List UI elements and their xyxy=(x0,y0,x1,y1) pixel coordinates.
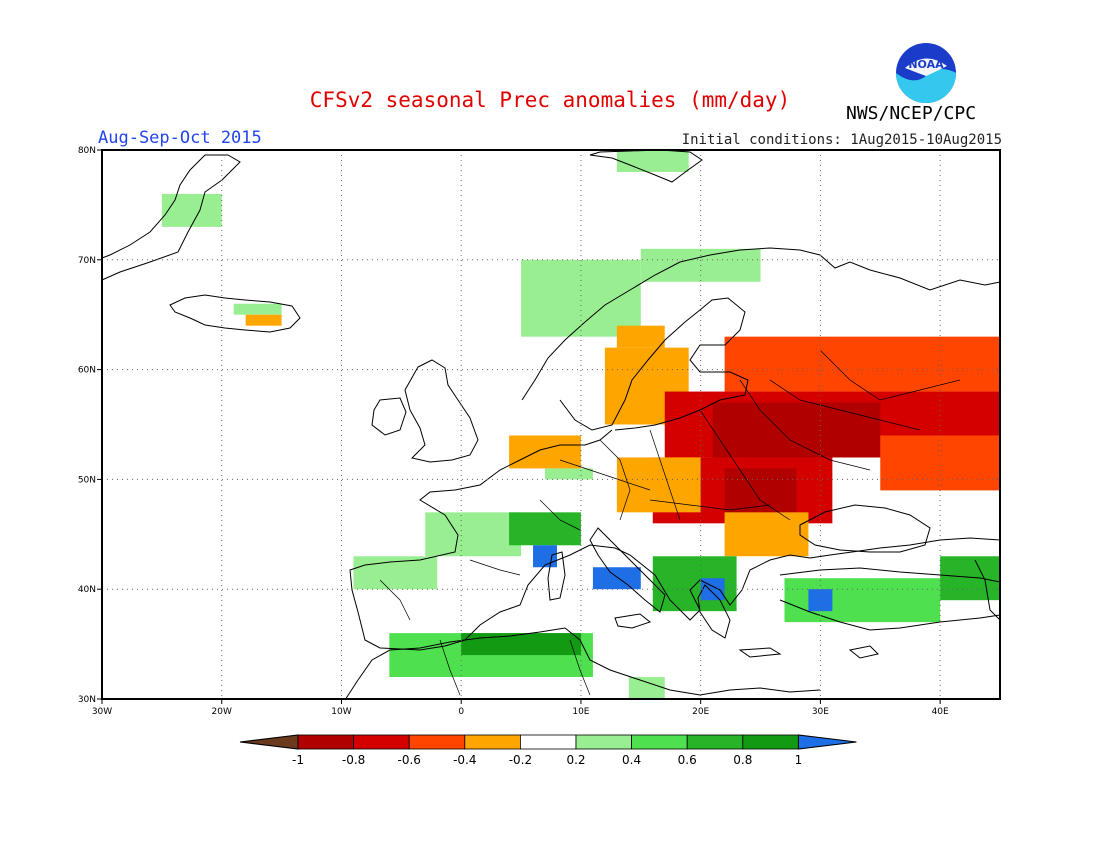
sardinia-coast xyxy=(547,551,566,601)
crete-coast xyxy=(738,647,782,658)
north-africa-coast xyxy=(344,627,821,701)
y-tick-label: 30N xyxy=(78,695,96,705)
noaa-logo: NOAA xyxy=(896,43,956,103)
anomaly-cell xyxy=(233,303,282,315)
anomaly-cell xyxy=(616,457,701,513)
x-tick-label: 20W xyxy=(212,707,232,717)
anomaly-cell xyxy=(628,677,665,699)
axis-ticks: 30W 20W 10W 0 10E 20E 30E 40E 30N 40N 50N 60N 70N 80N xyxy=(78,146,949,717)
anomaly-cells xyxy=(161,150,1000,699)
greenland-coast xyxy=(101,154,241,281)
sicily-coast xyxy=(614,613,652,629)
iceland-coast xyxy=(169,294,301,333)
anomaly-cell xyxy=(724,468,797,513)
cyprus-coast xyxy=(848,645,879,659)
anomaly-cell xyxy=(616,325,665,348)
anomaly-cell xyxy=(245,314,282,326)
anomaly-cell xyxy=(592,567,641,590)
caspian-coast xyxy=(974,559,1001,621)
anomaly-cell xyxy=(545,468,593,480)
forecast-period: Aug-Sep-Oct 2015 xyxy=(98,128,262,148)
britain-coast xyxy=(404,359,479,463)
country-borders xyxy=(379,349,961,696)
y-tick-label: 50N xyxy=(78,475,96,485)
x-tick-label: 30E xyxy=(812,707,829,717)
anomaly-cell xyxy=(461,633,581,656)
scandinavia-coast xyxy=(521,247,1001,401)
x-tick-label: 0 xyxy=(458,707,464,717)
anomaly-cell xyxy=(724,336,1000,392)
svalbard-coast xyxy=(589,149,703,183)
map-title: CFSv2 seasonal Prec anomalies (mm/day) xyxy=(309,88,791,112)
anomaly-cell xyxy=(940,556,1000,601)
anomaly-cell xyxy=(784,578,941,623)
continent-coast xyxy=(349,429,1001,651)
ireland-coast xyxy=(371,397,407,436)
anomaly-cell xyxy=(533,545,557,568)
y-tick-label: 80N xyxy=(78,146,96,156)
sweden-baltic-coast xyxy=(559,297,749,431)
anomaly-cell xyxy=(724,512,809,557)
italy-coast xyxy=(589,527,666,613)
x-tick-label: 30W xyxy=(92,707,112,717)
y-tick-label: 60N xyxy=(78,366,96,376)
anomaly-cell xyxy=(712,402,881,458)
x-tick-label: 10E xyxy=(572,707,589,717)
black-sea-coast xyxy=(799,504,931,553)
map-frame xyxy=(101,149,1001,700)
anomaly-cell xyxy=(616,150,689,172)
anomaly-cell xyxy=(509,512,581,546)
x-tick-label: 10W xyxy=(331,707,351,717)
greece-coast xyxy=(697,584,731,639)
agency-label: NWS/NCEP/CPC xyxy=(846,103,977,124)
anomaly-cell xyxy=(161,193,222,227)
y-tick-label: 70N xyxy=(78,256,96,266)
anomaly-cell xyxy=(521,259,641,337)
anomaly-cell xyxy=(425,512,522,557)
anomaly-cell xyxy=(880,435,1000,491)
noaa-logo-text: NOAA xyxy=(908,58,944,71)
initial-conditions: Initial conditions: 1Aug2015-10Aug2015 xyxy=(681,132,1002,148)
x-tick-label: 20E xyxy=(692,707,709,717)
y-tick-label: 40N xyxy=(78,585,96,595)
x-tick-label: 40E xyxy=(932,707,949,717)
